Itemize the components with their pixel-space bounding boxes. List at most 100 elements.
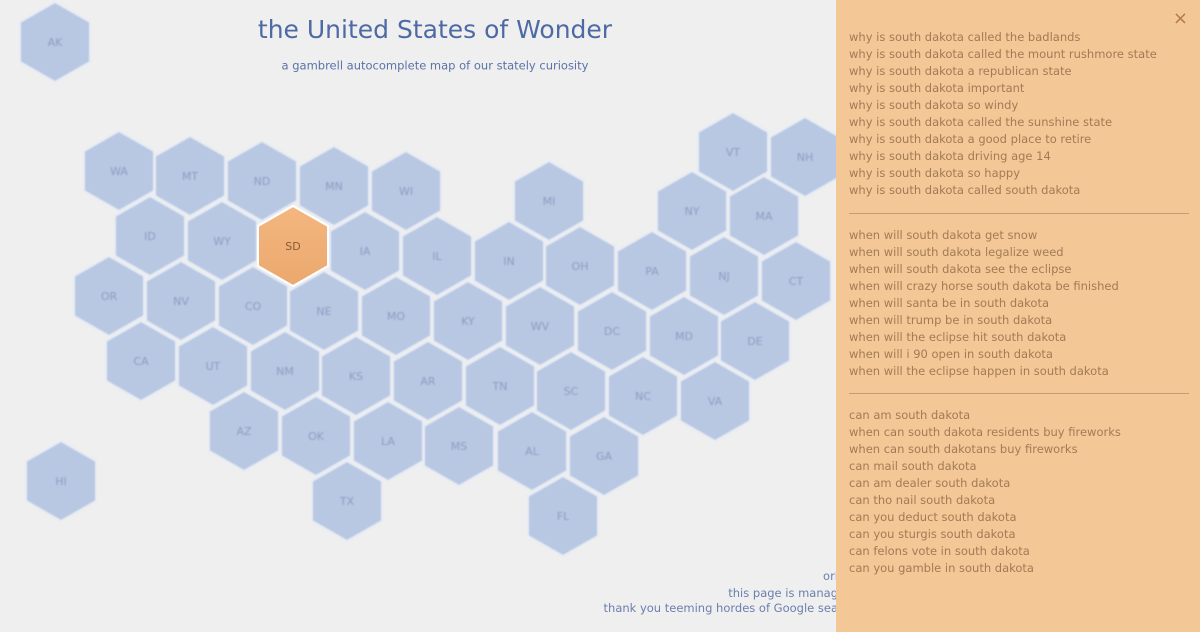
state-hex[interactable]: DE [719, 299, 791, 383]
query[interactable]: when will south dakota legalize weed [849, 245, 1064, 259]
query[interactable]: when will south dakota see the eclipse [849, 262, 1072, 276]
state-hex[interactable]: ID [114, 194, 186, 278]
query[interactable]: when will santa be in south dakota [849, 296, 1050, 310]
state-hex[interactable]: AR [392, 339, 464, 423]
query[interactable]: why is south dakota driving age 14 [849, 149, 1051, 163]
state-hex[interactable]: VA [679, 359, 751, 443]
query[interactable]: why is south dakota called the sunshine … [849, 115, 1113, 129]
query[interactable]: why is south dakota called south dakota [849, 183, 1081, 197]
state-hex[interactable]: CA [105, 319, 177, 403]
state-hex[interactable]: FL [527, 474, 599, 558]
state-label: NC [635, 390, 651, 403]
state-hex[interactable]: CT [760, 239, 832, 323]
query[interactable]: why is south dakota so happy [849, 166, 1021, 180]
hex-shape [257, 204, 329, 288]
state-hex[interactable]: IN [473, 219, 545, 303]
state-hex[interactable]: MD [648, 294, 720, 378]
state-hex[interactable]: WA [83, 129, 155, 213]
state-hex[interactable]: SD [257, 204, 329, 288]
state-hex[interactable]: UT [177, 324, 249, 408]
query[interactable]: can am dealer south dakota [849, 476, 1011, 490]
query[interactable]: when will trump be in south dakota [849, 313, 1053, 327]
state-hex[interactable]: GA [568, 414, 640, 498]
state-hex[interactable]: WY [186, 199, 258, 283]
query[interactable]: can you deduct south dakota [849, 510, 1017, 524]
state-hex[interactable]: MN [298, 144, 370, 228]
state-hex[interactable]: TX [311, 459, 383, 543]
query[interactable]: when will the eclipse happen in south da… [849, 364, 1109, 378]
query[interactable]: can felons vote in south dakota [849, 544, 1030, 558]
hex-shape [464, 344, 536, 428]
state-hex[interactable]: OK [280, 394, 352, 478]
query[interactable]: why is south dakota so windy [849, 98, 1019, 112]
state-hex[interactable]: TN [464, 344, 536, 428]
state-hex[interactable]: SC [535, 349, 607, 433]
state-hex[interactable]: IL [401, 214, 473, 298]
state-hex[interactable]: NV [145, 259, 217, 343]
close-button[interactable]: × [1172, 8, 1188, 29]
query[interactable]: can you sturgis south dakota [849, 527, 1016, 541]
state-hex[interactable]: KS [320, 334, 392, 418]
state-label: NV [173, 295, 189, 308]
state-hex[interactable]: MA [728, 174, 800, 258]
state-hex[interactable]: AK [19, 0, 91, 84]
state-hex[interactable]: NC [607, 354, 679, 438]
state-hex[interactable]: IA [329, 209, 401, 293]
query[interactable]: why is south dakota called the mount rus… [849, 47, 1157, 61]
state-hex[interactable]: NY [656, 169, 728, 253]
state-label: UT [206, 360, 221, 373]
hex-shape [719, 299, 791, 383]
hex-shape [177, 324, 249, 408]
state-hex[interactable]: MT [154, 134, 226, 218]
state-label: AR [420, 375, 436, 388]
state-hex[interactable]: OR [73, 254, 145, 338]
hex-shape [679, 359, 751, 443]
state-hex[interactable]: OH [544, 224, 616, 308]
footer-line: ori [823, 569, 836, 583]
hex-shape [280, 394, 352, 478]
query[interactable]: when will crazy horse south dakota be fi… [849, 279, 1119, 293]
state-hex[interactable]: NE [288, 269, 360, 353]
state-hex[interactable]: MI [513, 159, 585, 243]
query[interactable]: can mail south dakota [849, 459, 977, 473]
query[interactable]: when can south dakotans buy fireworks [849, 442, 1078, 456]
hex-shape [154, 134, 226, 218]
state-label: OR [101, 290, 118, 303]
query[interactable]: why is south dakota called the badlands [849, 30, 1081, 44]
query[interactable]: why is south dakota a republican state [849, 64, 1072, 78]
query[interactable]: why is south dakota important [849, 81, 1025, 95]
state-hex[interactable]: LA [352, 399, 424, 483]
state-label: HI [55, 475, 67, 488]
state-label: IL [432, 250, 442, 263]
state-hex[interactable]: MS [423, 404, 495, 488]
state-hex[interactable]: NM [249, 329, 321, 413]
query[interactable]: can you gamble in south dakota [849, 561, 1034, 575]
state-label: SC [564, 385, 579, 398]
state-hex[interactable]: WI [370, 149, 442, 233]
query[interactable]: can tho nail south dakota [849, 493, 996, 507]
state-hex[interactable]: MO [360, 274, 432, 358]
state-hex[interactable]: NH [769, 115, 836, 199]
query[interactable]: when can south dakota residents buy fire… [849, 425, 1121, 439]
query[interactable]: when will south dakota get snow [849, 228, 1038, 242]
query[interactable]: why is south dakota a good place to reti… [849, 132, 1092, 146]
query[interactable]: when will i 90 open in south dakota [849, 347, 1053, 361]
map: AK HI WA MT ND MN WI MI VT NH NY MA ID WY IA IL IN OH PA NJ… [19, 0, 836, 615]
hex-shape [186, 199, 258, 283]
hex-shape [568, 414, 640, 498]
query[interactable]: can am south dakota [849, 408, 971, 422]
state-hex[interactable]: AZ [208, 389, 280, 473]
hex-shape [423, 404, 495, 488]
state-hex[interactable]: WV [504, 284, 576, 368]
state-hex[interactable]: AL [496, 409, 568, 493]
state-hex[interactable]: CO [217, 264, 289, 348]
state-hex[interactable]: DC [576, 289, 648, 373]
query[interactable]: when will the eclipse hit south dakota [849, 330, 1067, 344]
state-hex[interactable]: VT [697, 110, 769, 194]
state-hex[interactable]: NJ [688, 234, 760, 318]
state-hex[interactable]: PA [616, 229, 688, 313]
state-hex[interactable]: KY [432, 279, 504, 363]
query-group: when will south dakota get snow when will… [849, 227, 1189, 380]
state-hex[interactable]: ND [226, 139, 298, 223]
state-hex[interactable]: HI [25, 439, 97, 523]
